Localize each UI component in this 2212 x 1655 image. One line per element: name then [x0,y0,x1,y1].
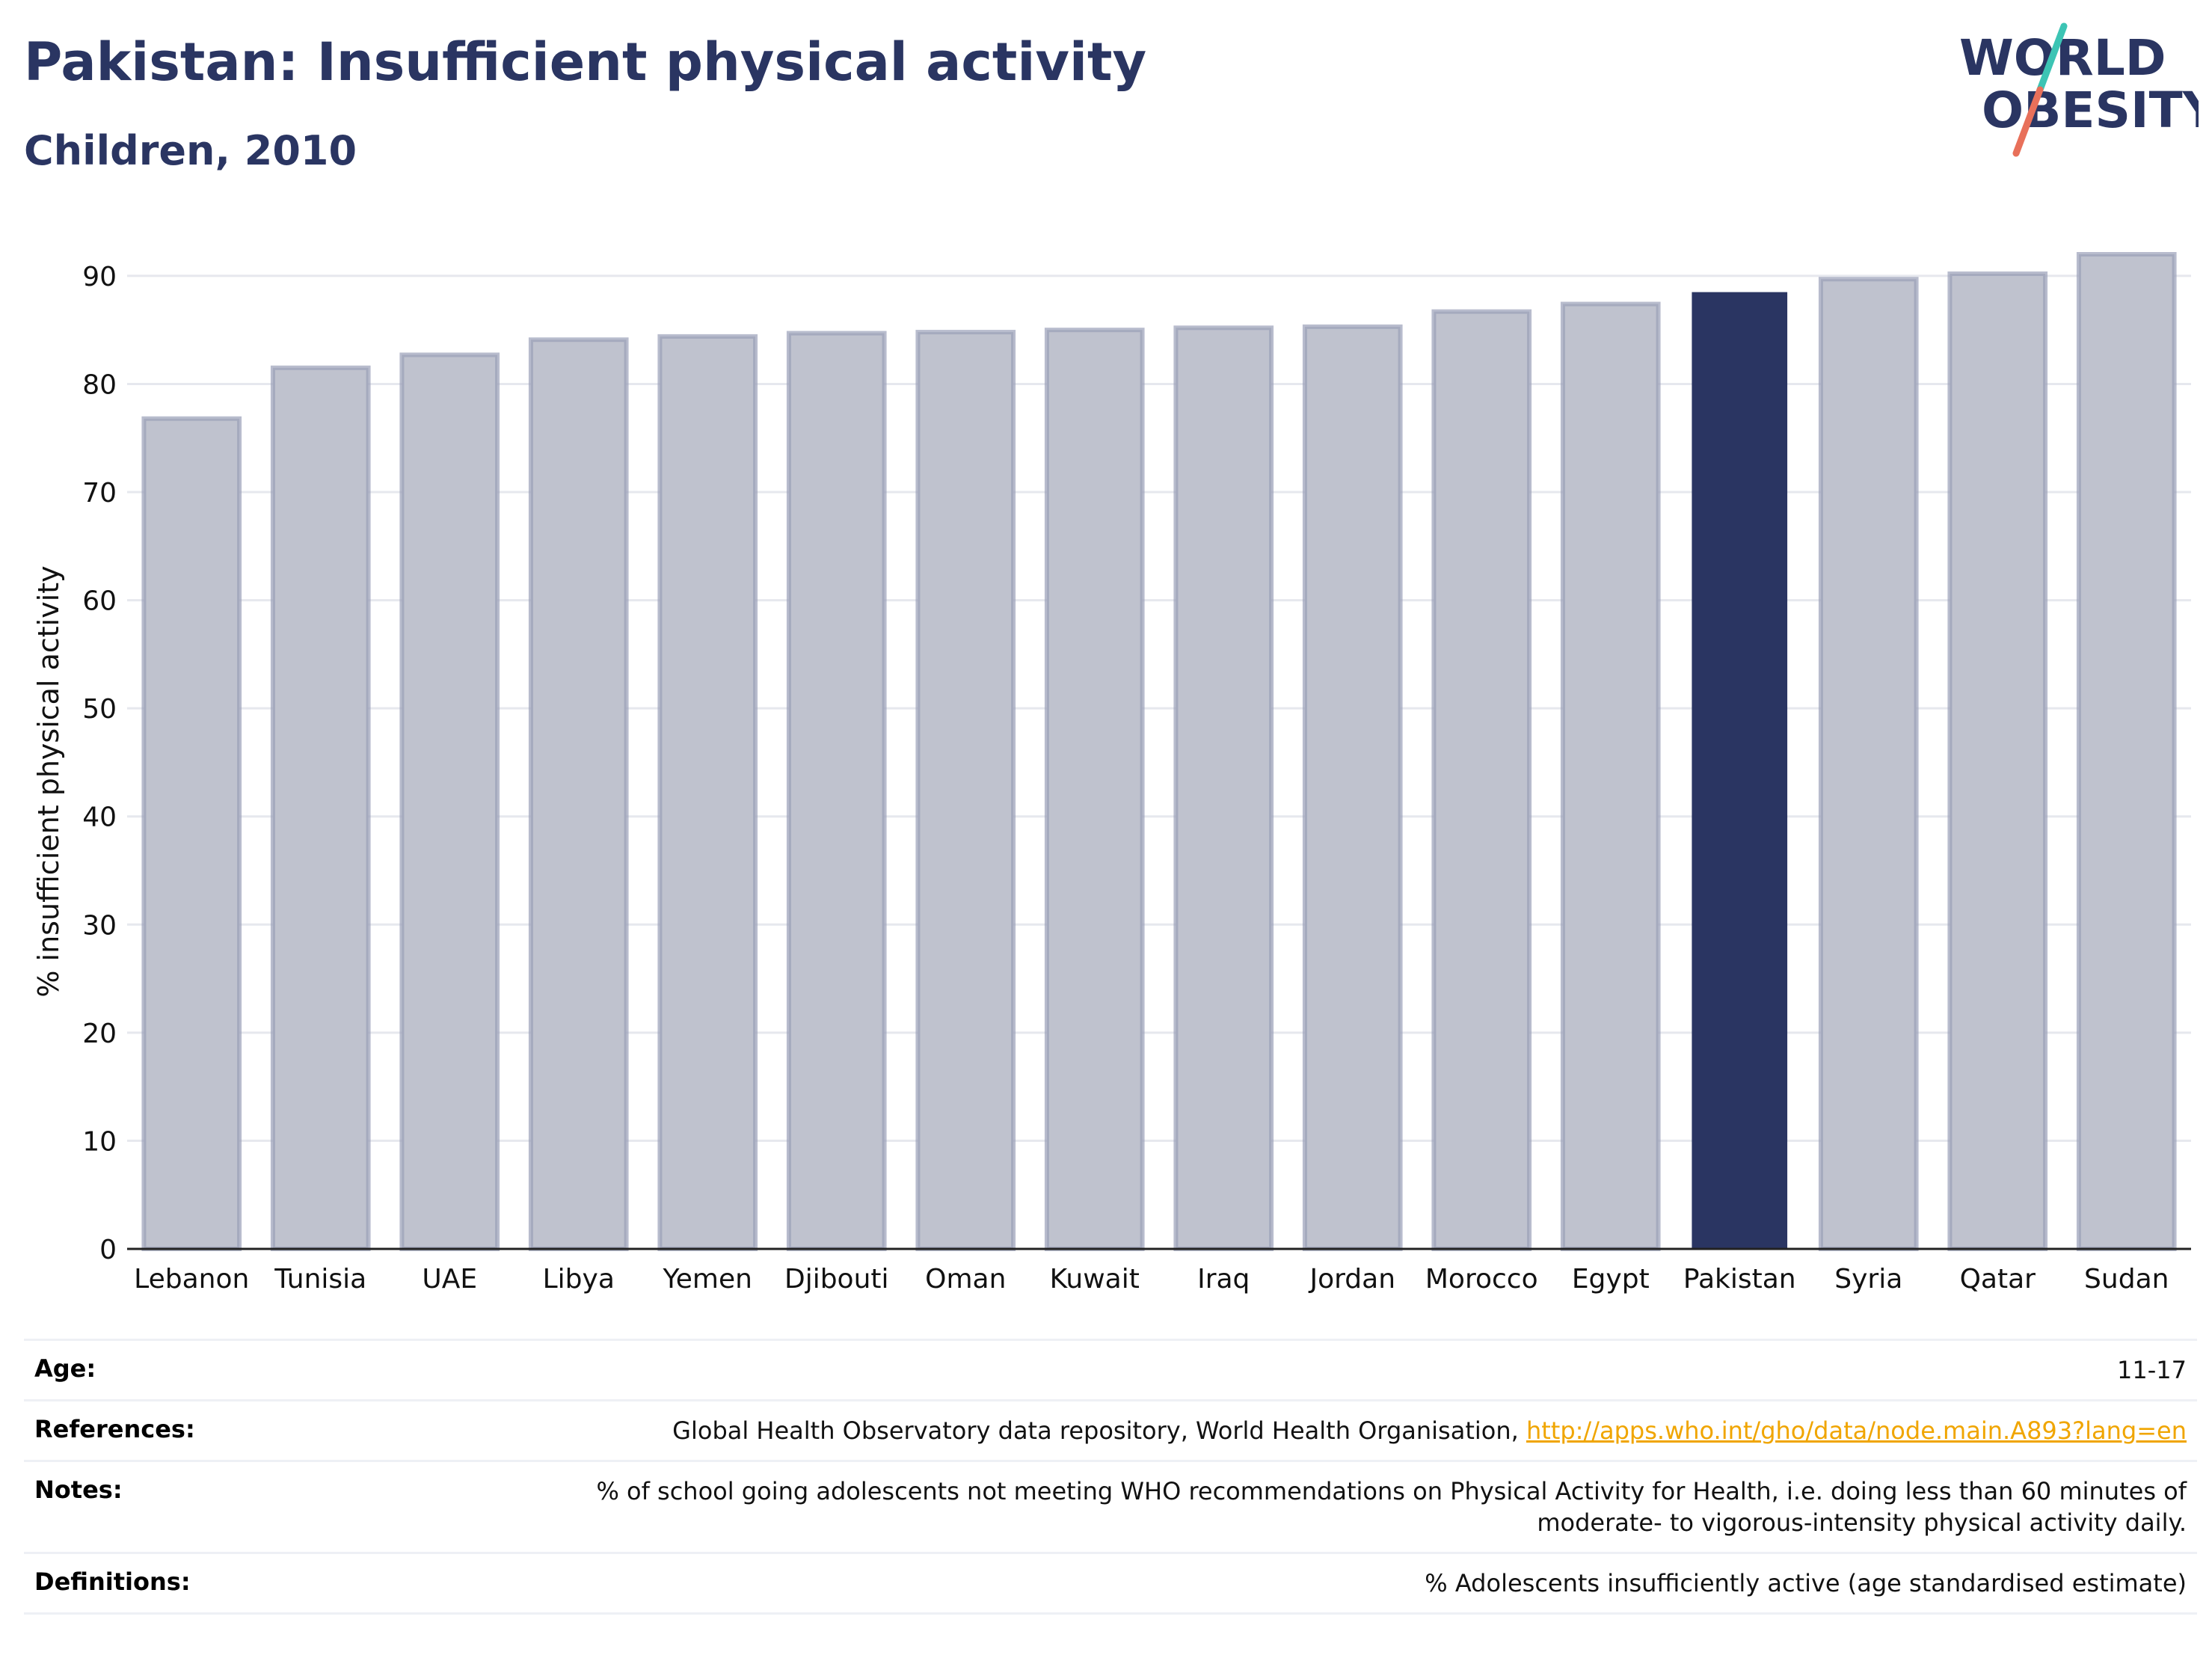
bar-oman [915,330,1016,1252]
bar-egypt [1560,301,1661,1251]
references-text: Global Health Observatory data repositor… [672,1416,1519,1445]
notes-value: % of school going adolescents not meetin… [596,1477,2187,1537]
y-tick-label: 10 [82,1126,117,1157]
x-tick-label: Morocco [1425,1264,1538,1295]
world-obesity-logo: WORLD OBESITY [1959,22,2199,157]
bar-tunisia [270,365,371,1252]
y-tick-label: 80 [82,369,117,400]
chart-title: Pakistan: Insufficient physical activity [24,31,1147,93]
info-row-references: References: Global Health Observatory da… [24,1399,2197,1460]
info-row-age: Age: 11-17 [24,1339,2197,1399]
bar-uae [399,352,500,1251]
y-tick-label: 50 [82,694,117,725]
bar-chart: Lebanon Tunisia UAE Libya Yemen Djibouti Oman K… [32,252,2191,1295]
bar-qatar [1947,271,2048,1251]
y-tick-label: 30 [82,910,117,941]
x-tick-label: Libya [543,1264,615,1295]
bar-morocco [1431,309,1532,1252]
x-tick-label: Iraq [1197,1264,1250,1295]
definitions-value: % Adolescents insufficiently active (age… [1425,1569,2187,1597]
bar-syria [1818,277,1919,1251]
x-tick-label: UAE [422,1264,477,1295]
x-tick-label: Djibouti [784,1264,889,1295]
y-axis-ticks: 0 10 20 30 40 50 60 70 80 90 [82,262,117,1265]
x-axis-labels: Lebanon Tunisia UAE Libya Yemen Djibouti Oman K… [134,1264,2169,1295]
x-tick-label: Tunisia [274,1264,366,1295]
x-tick-label: Sudan [2084,1264,2169,1295]
x-tick-label: Kuwait [1050,1264,1140,1295]
bar-kuwait [1044,328,1145,1251]
age-label: Age: [34,1354,96,1383]
x-tick-label: Yemen [663,1264,752,1295]
bars [141,252,2177,1252]
x-tick-label: Qatar [1960,1264,2036,1295]
bar-sudan [2076,252,2177,1251]
info-table: Age: 11-17 References: Global Health Obs… [24,1339,2197,1615]
y-tick-label: 20 [82,1019,117,1049]
y-tick-label: 60 [82,586,117,617]
y-tick-label: 40 [82,802,117,833]
bar-pakistan [1692,292,1788,1249]
x-tick-label: Egypt [1572,1264,1650,1295]
bar-djibouti [786,331,887,1252]
logo-slash-bottom [2012,86,2044,157]
logo-slash-top [2036,22,2068,93]
x-tick-label: Pakistan [1683,1264,1796,1295]
bar-libya [528,337,629,1251]
chart-subtitle: Children, 2010 [24,127,357,174]
age-value: 11-17 [2117,1356,2187,1384]
references-link[interactable]: http://apps.who.int/gho/data/node.main.A… [1526,1416,2187,1445]
definitions-label: Definitions: [34,1568,191,1596]
x-tick-label: Oman [925,1264,1006,1295]
references-label: References: [34,1415,195,1443]
references-value: Global Health Observatory data repositor… [672,1415,2187,1446]
bar-yemen [657,334,758,1252]
y-axis-label: % insufficient physical activity [32,565,65,997]
y-tick-label: 70 [82,478,117,509]
bar-lebanon [141,416,242,1251]
bar-jordan [1302,324,1403,1252]
y-tick-label: 0 [99,1235,117,1265]
y-tick-label: 90 [82,262,117,292]
logo-text-obesity: OBESITY [1982,82,2199,139]
x-tick-label: Jordan [1308,1264,1395,1295]
info-row-notes: Notes: % of school going adolescents not… [24,1460,2197,1552]
x-tick-label: Lebanon [134,1264,249,1295]
x-tick-label: Syria [1834,1264,1902,1295]
bar-iraq [1173,325,1274,1252]
info-row-definitions: Definitions: % Adolescents insufficientl… [24,1552,2197,1615]
notes-label: Notes: [34,1476,123,1504]
